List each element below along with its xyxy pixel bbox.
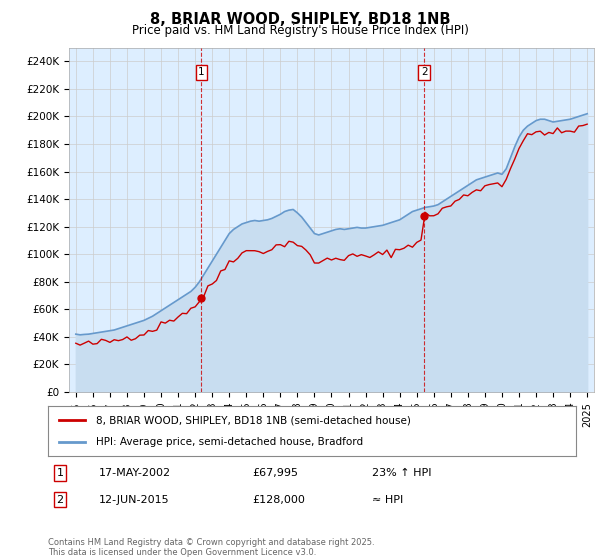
- Text: 17-MAY-2002: 17-MAY-2002: [99, 468, 171, 478]
- Text: ≈ HPI: ≈ HPI: [372, 494, 403, 505]
- Text: 12-JUN-2015: 12-JUN-2015: [99, 494, 170, 505]
- Text: Contains HM Land Registry data © Crown copyright and database right 2025.
This d: Contains HM Land Registry data © Crown c…: [48, 538, 374, 557]
- Text: 8, BRIAR WOOD, SHIPLEY, BD18 1NB (semi-detached house): 8, BRIAR WOOD, SHIPLEY, BD18 1NB (semi-d…: [95, 415, 410, 425]
- Text: Price paid vs. HM Land Registry's House Price Index (HPI): Price paid vs. HM Land Registry's House …: [131, 24, 469, 36]
- Text: 2: 2: [421, 67, 428, 77]
- Text: 1: 1: [198, 67, 205, 77]
- Text: 1: 1: [56, 468, 64, 478]
- Text: £67,995: £67,995: [252, 468, 298, 478]
- Text: 23% ↑ HPI: 23% ↑ HPI: [372, 468, 431, 478]
- Text: 2: 2: [56, 494, 64, 505]
- Text: HPI: Average price, semi-detached house, Bradford: HPI: Average price, semi-detached house,…: [95, 437, 362, 447]
- Text: 8, BRIAR WOOD, SHIPLEY, BD18 1NB: 8, BRIAR WOOD, SHIPLEY, BD18 1NB: [150, 12, 450, 27]
- Text: £128,000: £128,000: [252, 494, 305, 505]
